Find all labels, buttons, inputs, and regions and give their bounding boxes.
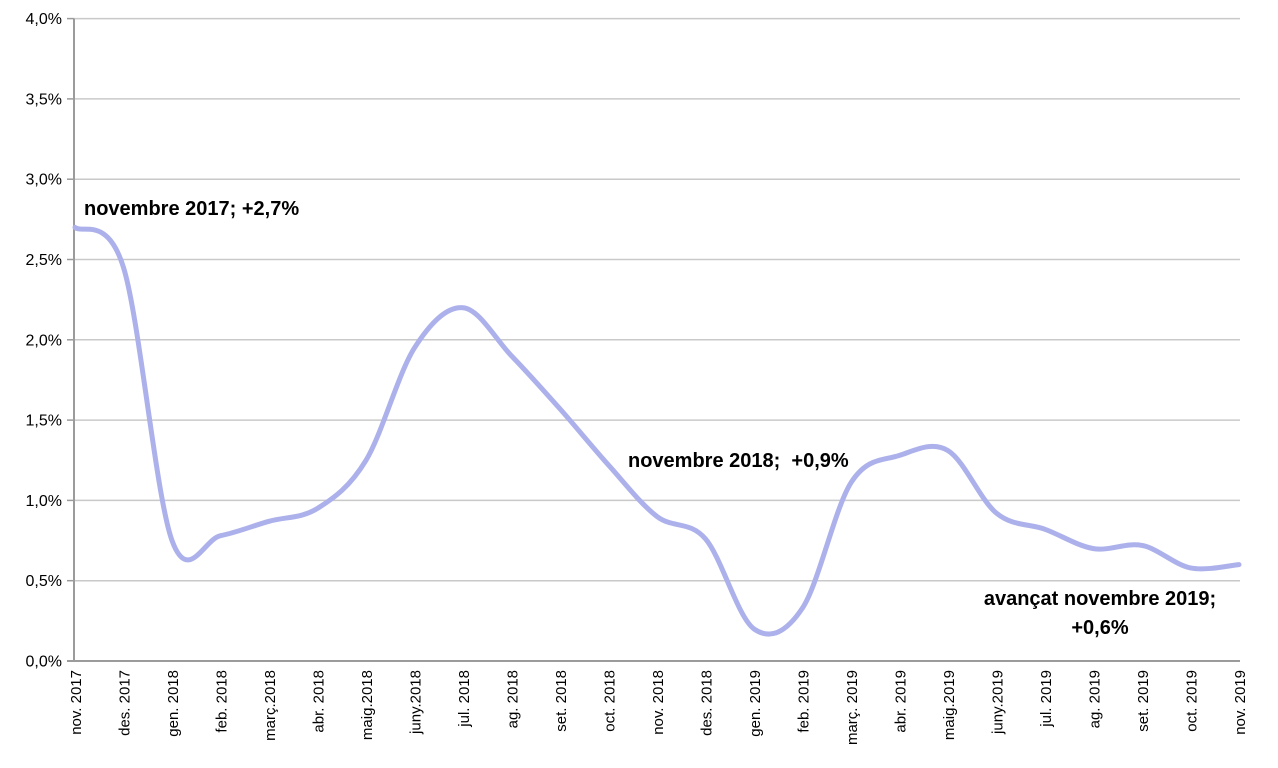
x-axis-label: abr. 2018: [311, 670, 328, 733]
x-axis-label: des. 2017: [117, 670, 134, 736]
y-axis-label: 1,0%: [26, 493, 62, 510]
annotation-nov-2018: novembre 2018; +0,9%: [628, 450, 849, 472]
y-axis-label: 2,5%: [26, 252, 62, 269]
x-axis-label: feb. 2018: [214, 670, 231, 733]
x-axis-label: abr. 2019: [893, 670, 910, 733]
data-curve: [72, 224, 1242, 637]
x-axis-label: març. 2019: [844, 670, 861, 745]
x-axis-label: oct. 2018: [602, 670, 619, 732]
x-axis-label: set. 2018: [553, 670, 570, 732]
x-axis-label: juny.2018: [408, 670, 425, 735]
x-axis-label: maig.2018: [359, 670, 376, 740]
y-axis-label: 3,5%: [26, 91, 62, 108]
x-axis-label: maig.2019: [941, 670, 958, 740]
annotation-nov-2017: novembre 2017; +2,7%: [84, 198, 300, 220]
x-axis-label: des. 2018: [699, 670, 716, 736]
y-axis-label: 0,5%: [26, 573, 62, 590]
y-axis-label: 4,0%: [26, 11, 62, 28]
x-axis-label: set. 2019: [1135, 670, 1152, 732]
x-axis-label: gen. 2019: [747, 670, 764, 737]
x-axis-label: jul. 2018: [456, 670, 473, 728]
x-axis-label: nov. 2017: [68, 670, 85, 735]
annotation-avancat-nov-2019: avançat novembre 2019; +0,6%: [983, 588, 1217, 639]
x-axis-label: feb. 2019: [796, 670, 813, 733]
y-axis-label: 1,5%: [26, 413, 62, 430]
x-axis-label: nov. 2018: [650, 670, 667, 735]
x-axis-label: ag. 2018: [505, 670, 522, 728]
y-axis-label: 2,0%: [26, 332, 62, 349]
x-axis-label: juny.2019: [990, 670, 1007, 735]
x-axis-label: gen. 2018: [165, 670, 182, 737]
x-axis-label: nov. 2019: [1232, 670, 1249, 735]
y-axis-label: 3,0%: [26, 172, 62, 189]
x-axis-label: març.2018: [262, 670, 279, 741]
x-axis-label: ag. 2019: [1087, 670, 1104, 728]
x-axis-label: jul. 2019: [1038, 670, 1055, 728]
x-axis-label: oct. 2019: [1184, 670, 1201, 732]
y-axis-label: 0,0%: [26, 654, 62, 671]
